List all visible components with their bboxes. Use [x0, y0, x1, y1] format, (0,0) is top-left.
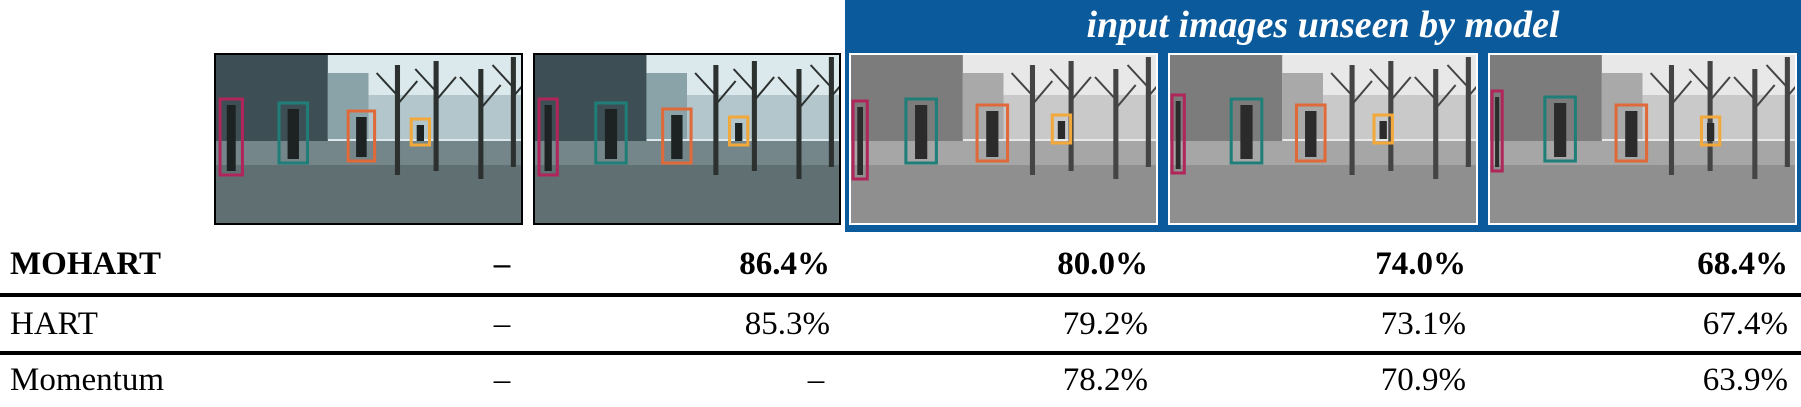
cell: 63.9%	[1702, 362, 1788, 398]
tracking-box	[346, 109, 377, 163]
pedestrian-figure	[226, 105, 236, 171]
tracking-box	[409, 117, 432, 147]
cell: –	[493, 362, 511, 398]
tracking-box	[1490, 89, 1504, 173]
pedestrian-figure	[1495, 97, 1500, 167]
pedestrian-figure	[1057, 121, 1066, 139]
tracking-box	[661, 107, 693, 165]
cell: –	[493, 306, 511, 342]
frame-2	[533, 53, 841, 225]
pedestrian-figure	[915, 105, 928, 159]
pedestrian-figure	[1706, 123, 1715, 141]
pedestrian-figure	[986, 111, 999, 157]
cell: 85.3%	[744, 306, 830, 342]
pedestrian-figure	[544, 105, 552, 171]
frame-3	[849, 53, 1158, 225]
tracking-box	[1543, 95, 1577, 163]
cell: 86.4%	[739, 246, 830, 282]
cell: 79.2%	[1062, 306, 1148, 342]
tracking-box	[1699, 115, 1722, 147]
cell: 67.4%	[1702, 306, 1788, 342]
tracking-box	[975, 103, 1010, 163]
table-rule	[0, 293, 1801, 297]
pedestrian-figure	[1175, 101, 1181, 169]
frame-5	[1488, 53, 1797, 225]
cell: 73.1%	[1380, 306, 1466, 342]
pedestrian-figure	[287, 109, 299, 159]
cell: –	[807, 362, 825, 398]
pedestrian-figure	[356, 117, 367, 157]
row-label-momentum: Momentum	[10, 362, 164, 398]
banner-title: input images unseen by model	[1086, 4, 1560, 46]
pedestrian-figure	[1305, 111, 1317, 157]
frame-1	[214, 53, 523, 225]
street-scene-image	[851, 55, 1156, 223]
tracking-box	[1614, 103, 1649, 163]
pedestrian-figure	[671, 115, 683, 159]
street-scene-image	[1490, 55, 1795, 223]
tracking-box	[904, 97, 938, 165]
pedestrian-figure	[1240, 105, 1253, 159]
tracking-box	[1229, 97, 1264, 165]
tracking-box	[1372, 113, 1394, 145]
cell: 68.4%	[1697, 246, 1788, 282]
tracking-box	[1294, 103, 1327, 163]
pedestrian-figure	[857, 107, 863, 175]
pedestrian-figure	[604, 109, 618, 159]
tracking-box	[277, 101, 310, 165]
street-scene-image	[1170, 55, 1476, 223]
tracking-box	[1050, 113, 1073, 145]
street-scene-image	[535, 55, 839, 223]
pedestrian-figure	[735, 123, 743, 141]
tracking-box	[218, 97, 244, 177]
tracking-box	[851, 99, 869, 181]
tracking-box	[728, 115, 750, 147]
cell: –	[493, 246, 511, 282]
table-rule	[0, 351, 1801, 355]
street-scene-image	[216, 55, 521, 223]
frame-4	[1168, 53, 1478, 225]
tracking-box	[537, 97, 559, 177]
pedestrian-figure	[1625, 111, 1638, 157]
pedestrian-figure	[416, 125, 425, 141]
cell: 74.0%	[1375, 246, 1466, 282]
pedestrian-figure	[1379, 121, 1387, 139]
pedestrian-figure	[1554, 103, 1567, 157]
row-label-mohart: MOHART	[10, 246, 161, 282]
cell: 80.0%	[1057, 246, 1148, 282]
tracking-box	[594, 101, 628, 165]
row-label-hart: HART	[10, 306, 98, 342]
tracking-box	[1170, 93, 1186, 175]
cell: 78.2%	[1062, 362, 1148, 398]
cell: 70.9%	[1380, 362, 1466, 398]
